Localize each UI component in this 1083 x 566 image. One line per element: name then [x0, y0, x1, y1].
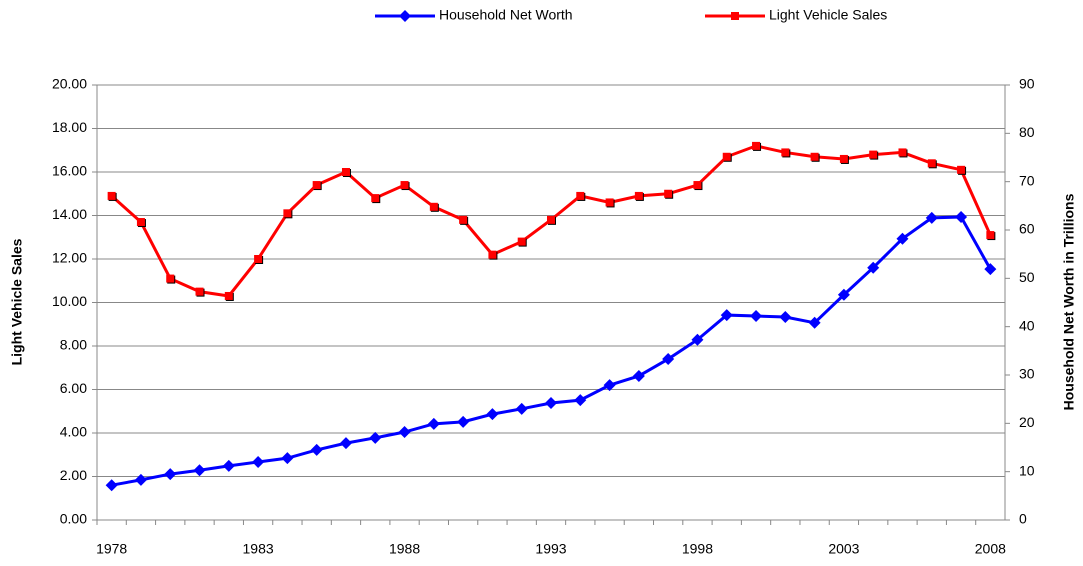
point [224, 291, 233, 300]
point [427, 417, 440, 430]
point [693, 181, 702, 190]
point [574, 394, 587, 407]
point [896, 232, 909, 245]
point [927, 159, 936, 168]
point [750, 310, 763, 323]
point [254, 255, 263, 263]
point [810, 152, 819, 161]
point [429, 202, 438, 211]
x-tick-label: 1983 [243, 541, 274, 557]
point [869, 150, 878, 159]
y-tick-label: 4.00 [60, 424, 87, 440]
point [371, 194, 380, 203]
point [339, 437, 352, 450]
point [515, 402, 528, 415]
point [662, 353, 675, 366]
x-tick-label: 2003 [828, 541, 859, 557]
y-tick-label: 10.00 [52, 293, 87, 309]
y-tick-label: 8.00 [60, 337, 87, 353]
point [986, 231, 995, 240]
point [488, 250, 497, 259]
y2-tick-label: 20 [1019, 414, 1035, 430]
point [722, 152, 731, 161]
legend-marker [731, 12, 739, 20]
point [720, 309, 733, 322]
point [193, 464, 206, 477]
point [837, 288, 850, 301]
y-tick-label: 20.00 [52, 76, 87, 92]
x-tick-label: 2008 [975, 541, 1006, 557]
point [107, 191, 116, 200]
point [195, 287, 204, 296]
y2-tick-label: 0 [1019, 511, 1027, 527]
point [898, 148, 907, 157]
y2-tick-label: 90 [1019, 76, 1035, 92]
x-tick-label: 1998 [682, 541, 713, 557]
point [136, 218, 145, 227]
point [781, 148, 790, 157]
point [222, 459, 235, 472]
point [955, 210, 968, 223]
point [545, 397, 557, 410]
point [664, 189, 673, 198]
y-tick-label: 16.00 [52, 163, 87, 179]
legend-label: Light Vehicle Sales [769, 7, 887, 23]
point [867, 261, 880, 274]
x-tick-label: 1993 [535, 541, 566, 557]
point [605, 198, 614, 207]
point [341, 168, 350, 176]
point [400, 181, 409, 190]
point [281, 452, 294, 465]
y2-tick-label: 30 [1019, 366, 1035, 382]
point [310, 443, 323, 456]
point [164, 468, 177, 481]
y-tick-label: 0.00 [60, 511, 87, 527]
y2-tick-label: 60 [1019, 221, 1035, 237]
y2-tick-label: 10 [1019, 462, 1035, 478]
legend-marker [399, 10, 411, 22]
point [517, 237, 526, 246]
point [925, 211, 938, 224]
point [547, 215, 555, 224]
point [134, 473, 147, 486]
point [166, 274, 175, 283]
y-tick-label: 6.00 [60, 380, 87, 396]
point [984, 263, 997, 276]
y2-axis-title: Household Net Worth in Trillions [1061, 193, 1077, 410]
point [312, 181, 321, 190]
legend-label: Household Net Worth [439, 7, 573, 23]
point [398, 426, 411, 439]
y-tick-label: 2.00 [60, 467, 87, 483]
point [779, 311, 792, 323]
point [957, 165, 966, 174]
point [486, 408, 499, 421]
point [459, 215, 468, 224]
y2-tick-label: 40 [1019, 317, 1035, 333]
y2-tick-label: 50 [1019, 269, 1035, 285]
y-tick-label: 18.00 [52, 119, 87, 135]
series-line [111, 215, 992, 487]
y-tick-label: 12.00 [52, 250, 87, 266]
point [632, 369, 645, 382]
y-tick-label: 14.00 [52, 206, 87, 222]
x-tick-label: 1988 [389, 541, 420, 557]
y2-tick-label: 70 [1019, 172, 1035, 188]
point [252, 456, 265, 468]
point [634, 191, 643, 200]
point [603, 379, 616, 392]
point [691, 333, 704, 346]
y2-tick-label: 80 [1019, 124, 1035, 140]
point [283, 209, 292, 218]
point [576, 191, 585, 200]
x-tick-label: 1978 [96, 541, 127, 557]
point [752, 141, 761, 150]
point [457, 415, 470, 428]
point [369, 431, 382, 444]
point [105, 479, 118, 492]
y-axis-title: Light Vehicle Sales [9, 238, 25, 365]
point [839, 154, 848, 163]
point [808, 316, 821, 329]
